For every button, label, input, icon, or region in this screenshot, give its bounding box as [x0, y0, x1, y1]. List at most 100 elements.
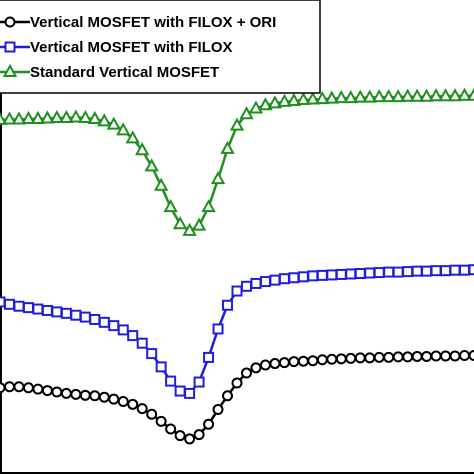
- data-point-circle: [411, 350, 423, 362]
- data-point-circle: [203, 418, 215, 430]
- data-point-square: [449, 264, 461, 276]
- data-point-square: [22, 302, 34, 314]
- data-point-square: [421, 265, 433, 277]
- data-point-triangle: [305, 91, 321, 105]
- data-point-triangle: [87, 110, 102, 124]
- data-point-circle: [98, 391, 110, 403]
- data-point-circle: [193, 429, 205, 441]
- data-point-square: [193, 376, 205, 388]
- data-point-triangle: [153, 177, 169, 191]
- legend-marker-square: [4, 41, 16, 53]
- data-point-circle: [468, 350, 474, 361]
- data-point-square: [3, 298, 15, 310]
- legend-entry-3: Standard Vertical MOSFET: [0, 63, 219, 81]
- data-point-circle: [136, 403, 148, 415]
- data-point-triangle: [409, 88, 425, 102]
- data-point-square: [335, 268, 347, 280]
- data-point-square: [108, 320, 120, 332]
- data-point-triangle: [135, 142, 150, 156]
- data-point-circle: [60, 387, 72, 399]
- data-point-circle: [222, 390, 234, 402]
- data-point-circle: [165, 423, 177, 435]
- data-point-triangle: [116, 122, 131, 136]
- data-point-circle: [440, 350, 452, 362]
- data-point-square: [89, 313, 101, 325]
- data-point-triangle: [59, 109, 74, 124]
- data-point-triangle: [362, 89, 377, 103]
- data-point-circle: [288, 356, 300, 368]
- data-point-circle: [307, 355, 319, 367]
- data-point-circle: [250, 362, 262, 374]
- data-point-triangle: [144, 158, 159, 172]
- data-point-triangle: [78, 109, 93, 124]
- data-point-square: [60, 307, 72, 319]
- data-point-circle: [155, 415, 167, 427]
- data-point-square: [383, 266, 395, 278]
- data-point-circle: [326, 353, 338, 365]
- data-point-square: [354, 267, 366, 279]
- data-point-circle: [0, 382, 6, 394]
- data-point-square: [222, 299, 234, 311]
- data-point-circle: [373, 351, 385, 363]
- data-point-circle: [421, 350, 433, 362]
- data-point-circle: [402, 351, 414, 363]
- data-point-triangle: [210, 171, 226, 185]
- data-point-circle: [335, 353, 347, 365]
- data-point-circle: [449, 350, 461, 362]
- data-point-circle: [89, 390, 101, 402]
- data-point-square: [240, 280, 252, 292]
- data-point-square: [269, 274, 281, 286]
- data-point-triangle: [125, 130, 140, 144]
- data-point-square: [440, 265, 452, 277]
- data-point-circle: [174, 430, 186, 442]
- data-point-triangle: [277, 93, 292, 107]
- data-point-circle: [41, 385, 53, 397]
- data-point-triangle: [419, 88, 434, 102]
- data-point-square: [278, 273, 290, 285]
- data-point-square: [402, 266, 414, 278]
- data-point-square: [250, 277, 262, 289]
- data-point-triangle: [390, 89, 406, 103]
- data-point-circle: [459, 350, 471, 361]
- data-point-triangle: [21, 110, 36, 124]
- data-point-circle: [127, 398, 139, 410]
- data-point-square: [392, 266, 404, 278]
- data-point-triangle: [466, 87, 474, 101]
- data-point-square: [79, 311, 91, 323]
- data-point-circle: [212, 404, 224, 416]
- data-point-square: [13, 300, 25, 312]
- data-point-circle: [79, 389, 91, 401]
- data-point-square: [184, 387, 196, 399]
- data-point-circle: [392, 351, 404, 363]
- data-point-square: [468, 264, 474, 276]
- data-point-triangle: [372, 89, 387, 103]
- data-point-circle: [297, 355, 309, 367]
- data-point-triangle: [334, 90, 349, 104]
- data-point-triangle: [381, 89, 396, 103]
- data-point-circle: [278, 357, 290, 369]
- data-point-triangle: [68, 109, 84, 123]
- data-point-triangle: [343, 90, 358, 104]
- data-point-circle: [231, 377, 243, 389]
- series-line-3: [0, 94, 474, 233]
- data-point-circle: [70, 388, 82, 400]
- data-point-square: [155, 361, 167, 373]
- data-point-square: [136, 337, 148, 349]
- data-point-triangle: [220, 140, 235, 154]
- data-point-square: [174, 385, 186, 397]
- data-point-square: [146, 348, 158, 360]
- data-point-square: [459, 264, 471, 276]
- data-point-circle: [117, 395, 129, 407]
- data-point-circle: [240, 367, 252, 379]
- data-point-triangle: [229, 117, 245, 131]
- data-point-triangle: [438, 88, 453, 102]
- data-point-triangle: [191, 217, 207, 231]
- data-point-triangle: [172, 216, 188, 230]
- legend-entry-1: Vertical MOSFET with FILOX + ORI: [0, 14, 276, 31]
- data-point-triangle: [457, 87, 472, 101]
- data-point-triangle: [353, 89, 368, 103]
- series-3: [0, 87, 474, 236]
- data-point-triangle: [97, 113, 112, 127]
- data-point-square: [0, 296, 6, 308]
